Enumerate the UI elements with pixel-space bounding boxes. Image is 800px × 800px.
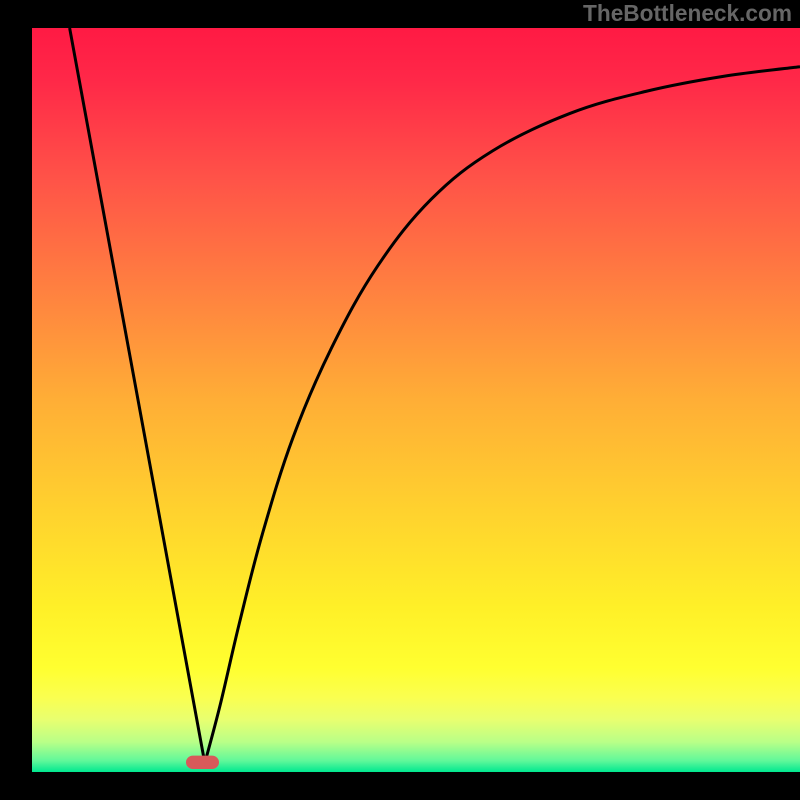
frame-left [0,0,32,800]
watermark-text: TheBottleneck.com [583,0,792,27]
chart-container: TheBottleneck.com [0,0,800,800]
minimum-marker [32,28,800,772]
frame-bottom [0,772,800,800]
